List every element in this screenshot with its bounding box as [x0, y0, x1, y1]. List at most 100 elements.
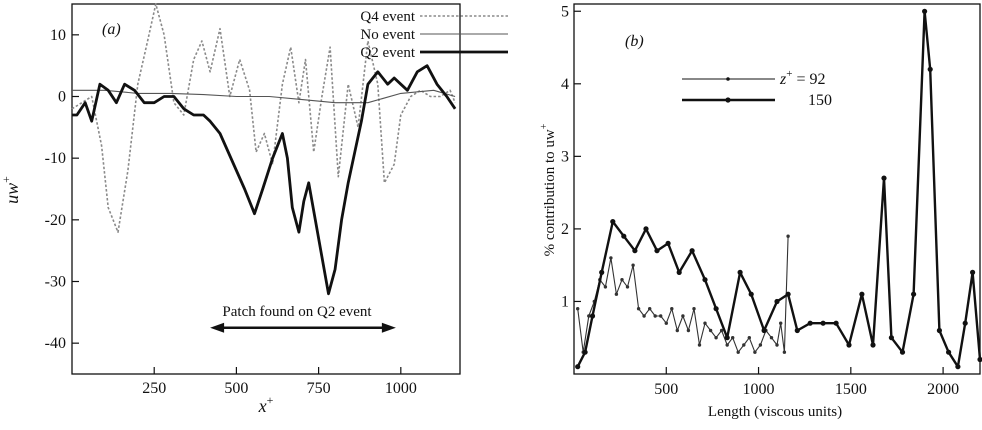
series-point-150 — [962, 320, 968, 326]
panel-a-y-axis-label: uw+ — [0, 176, 22, 204]
series-point-92 — [742, 343, 746, 347]
x-tick-label: 2000 — [927, 381, 959, 398]
series-line-92 — [577, 236, 789, 353]
series-point-150 — [820, 320, 826, 326]
y-tick-label: 2 — [561, 221, 569, 238]
series-point-92 — [692, 307, 696, 311]
series-point-150 — [737, 269, 743, 275]
series-point-150 — [599, 269, 605, 275]
series-point-150 — [911, 291, 917, 297]
y-tick-label: 3 — [561, 148, 569, 165]
x-tick-label: 500 — [224, 380, 248, 397]
panel-b: 500 1000 1500 2000 1 2 3 4 5 z+ = 92 150 (b) Leng… — [539, 3, 982, 420]
series-point-150 — [955, 364, 961, 370]
series-point-92 — [697, 343, 702, 347]
series-point-150 — [807, 320, 813, 326]
series-point-150 — [665, 240, 671, 246]
series-point-92 — [736, 350, 740, 354]
panel-b-series — [575, 8, 982, 370]
series-point-150 — [582, 349, 588, 355]
legend-marker — [726, 77, 730, 81]
y-tick-label: 10 — [50, 27, 66, 44]
panel-b-y-axis-label: % contribution to uw+ — [539, 123, 558, 256]
series-point-92 — [719, 328, 724, 333]
series-point-150 — [927, 66, 933, 72]
series-point-150 — [621, 233, 627, 239]
series-point-150 — [977, 356, 982, 363]
x-tick-label: 250 — [142, 380, 166, 397]
series-point-150 — [761, 327, 767, 334]
panel-a-plot-frame — [71, 3, 461, 375]
series-point-92 — [725, 343, 729, 347]
series-point-92 — [664, 321, 668, 325]
panel-a-x-axis-label: x+ — [258, 393, 274, 416]
series-point-150 — [610, 219, 616, 225]
x-tick-label: 1000 — [743, 381, 775, 398]
series-point-150 — [654, 248, 660, 254]
series-point-92 — [620, 278, 624, 282]
series-point-92 — [609, 256, 613, 260]
series-point-92 — [603, 285, 608, 289]
panel-a-annotation: Patch found on Q2 event — [210, 304, 396, 333]
series-point-150 — [936, 327, 943, 334]
panel-b-ticks: 500 1000 1500 2000 1 2 3 4 5 — [561, 3, 959, 398]
panel-a-legend: Q4 event No event Q2 event — [360, 9, 508, 61]
series-point-150 — [899, 349, 906, 355]
series-point-92 — [686, 328, 691, 333]
legend-label: Q2 event — [360, 45, 415, 61]
x-tick-label: 750 — [307, 380, 331, 397]
series-point-92 — [753, 350, 757, 354]
series-point-92 — [587, 314, 591, 318]
series-line-150 — [576, 10, 982, 368]
series-point-92 — [576, 307, 580, 311]
series-point-92 — [675, 328, 679, 333]
series-point-150 — [774, 298, 780, 305]
series-point-92 — [659, 314, 663, 318]
x-tick-label: 1000 — [385, 380, 417, 397]
series-point-150 — [870, 342, 876, 348]
series-point-150 — [970, 269, 976, 275]
series-point-150 — [589, 313, 596, 319]
series-point-150 — [859, 291, 865, 297]
panel-b-x-axis-label: Length (viscous units) — [708, 404, 842, 420]
series-point-92 — [670, 307, 674, 311]
x-tick-label: 1500 — [835, 381, 867, 398]
series-point-150 — [833, 320, 839, 326]
series-point-92 — [703, 321, 707, 325]
series-point-150 — [881, 175, 887, 181]
series-point-150 — [702, 277, 708, 283]
panel-a-ticks: 250 500 750 1000 -40 -30 -20 -10 0 10 — [45, 27, 417, 397]
series-line-q2-event — [72, 64, 457, 296]
legend-marker — [725, 97, 731, 103]
series-point-92 — [779, 321, 783, 325]
series-point-150 — [888, 335, 895, 341]
y-tick-label: 5 — [561, 3, 569, 20]
series-point-92 — [642, 314, 646, 318]
patch-arrow-head-left — [210, 322, 225, 333]
series-point-92 — [648, 307, 652, 311]
series-line-q4-event — [71, 3, 456, 233]
series-point-150 — [922, 8, 928, 14]
series-point-150 — [676, 269, 682, 275]
series-point-92 — [747, 336, 751, 340]
series-point-92 — [758, 343, 763, 347]
series-point-150 — [724, 335, 730, 341]
series-point-92 — [614, 292, 619, 296]
series-point-150 — [785, 291, 791, 297]
legend-label: No event — [360, 27, 415, 43]
series-point-92 — [769, 336, 774, 340]
legend-label: Q4 event — [360, 9, 415, 25]
series-point-92 — [653, 314, 657, 318]
series-point-150 — [689, 248, 695, 254]
series-point-92 — [775, 343, 779, 347]
series-point-92 — [631, 263, 635, 267]
series-point-150 — [794, 327, 800, 334]
panel-a-series — [71, 3, 457, 296]
series-point-92 — [782, 350, 787, 354]
y-tick-label: -10 — [45, 150, 66, 167]
legend-label: 150 — [808, 92, 832, 109]
panel-a-label: (a) — [102, 21, 121, 38]
series-point-92 — [625, 285, 630, 289]
panel-a: 250 500 750 1000 -40 -30 -20 -10 0 10 Patch found… — [0, 3, 508, 416]
